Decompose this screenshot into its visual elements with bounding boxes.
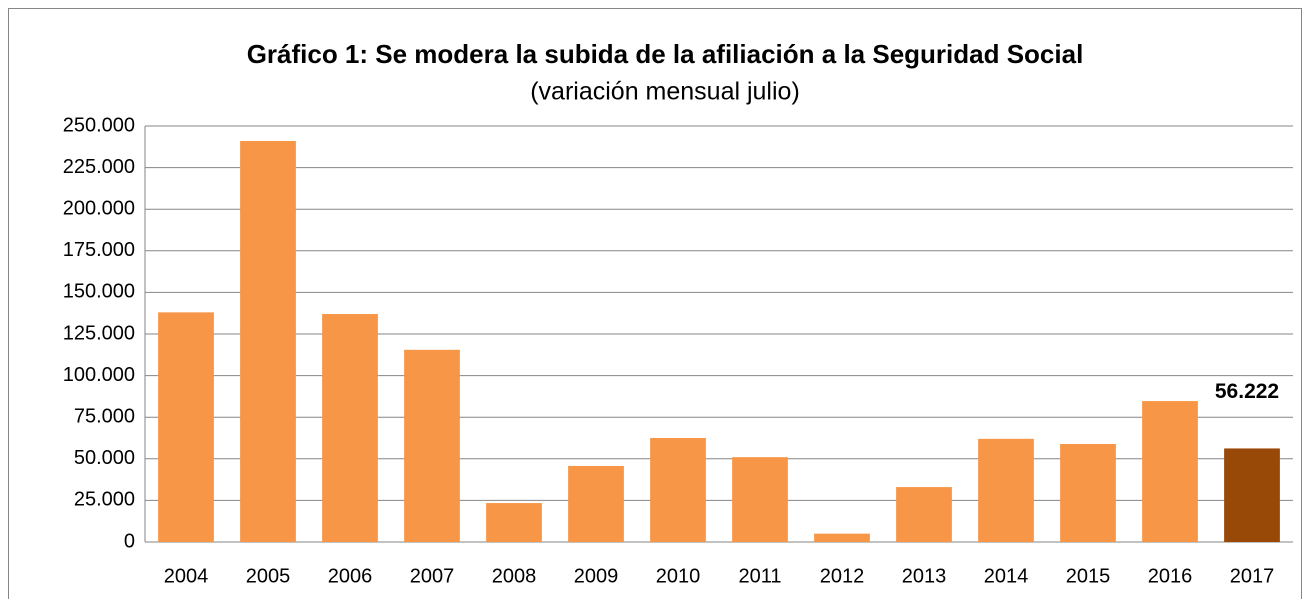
x-tick-label: 2012	[820, 565, 865, 587]
x-tick-label: 2004	[164, 565, 209, 587]
x-tick-label: 2008	[492, 565, 537, 587]
x-tick-label: 2009	[574, 565, 619, 587]
bar	[322, 314, 378, 542]
y-tick-label: 125.000	[63, 322, 135, 344]
x-tick-label: 2006	[328, 565, 373, 587]
bar	[732, 457, 788, 542]
x-tick-label: 2015	[1066, 565, 1111, 587]
y-tick-label: 225.000	[63, 156, 135, 178]
data-label: 56.222	[1215, 380, 1279, 403]
bar	[896, 487, 952, 542]
bar	[1224, 448, 1280, 542]
x-tick-label: 2017	[1230, 565, 1275, 587]
chart-subtitle: (variación mensual julio)	[530, 78, 800, 106]
y-tick-label: 100.000	[63, 364, 135, 386]
bar	[404, 349, 460, 542]
y-tick-label: 0	[124, 530, 135, 552]
bar	[486, 503, 542, 542]
bar	[650, 438, 706, 542]
x-tick-label: 2005	[246, 565, 291, 587]
x-tick-label: 2014	[984, 565, 1029, 587]
y-tick-label: 25.000	[74, 489, 135, 511]
x-tick-label: 2007	[410, 565, 455, 587]
bar	[158, 312, 214, 542]
x-tick-label: 2011	[738, 565, 781, 587]
x-tick-label: 2010	[656, 565, 701, 587]
x-tick-label: 2016	[1148, 565, 1193, 587]
y-tick-label: 175.000	[63, 239, 135, 261]
bar	[568, 465, 624, 542]
bar	[1060, 443, 1116, 542]
x-tick-label: 2013	[902, 565, 947, 587]
bar	[240, 140, 296, 542]
y-tick-label: 250.000	[63, 114, 135, 136]
y-tick-label: 150.000	[63, 281, 135, 303]
y-tick-label: 200.000	[63, 197, 135, 219]
y-tick-label: 75.000	[74, 405, 135, 427]
bar	[978, 438, 1034, 542]
y-tick-label: 50.000	[74, 447, 135, 469]
bar	[1142, 401, 1198, 542]
bar	[814, 533, 870, 542]
chart-title: Gráfico 1: Se modera la subida de la afi…	[247, 39, 1084, 69]
